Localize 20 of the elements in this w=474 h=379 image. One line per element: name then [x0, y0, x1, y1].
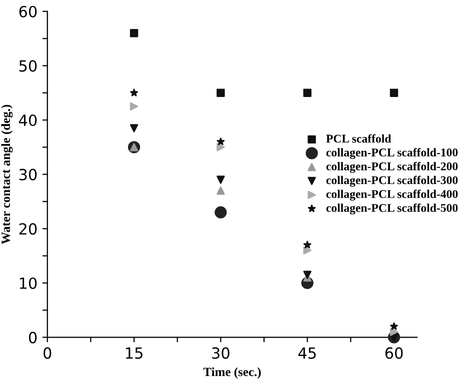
x-tick-label: 45: [298, 348, 316, 359]
legend-label: collagen-PCL scaffold-200: [326, 162, 458, 173]
legend-label: collagen-PCL scaffold-500: [326, 203, 458, 214]
legend-label: collagen-PCL scaffold-300: [326, 176, 458, 187]
y-tick-label: 10: [20, 277, 37, 290]
y-tick-label: 20: [19, 223, 37, 235]
x-tick-label: 30: [212, 347, 230, 359]
y-tick-label: 50: [19, 60, 37, 72]
legend-label: collagen-PCL scaffold-100: [326, 148, 458, 159]
x-tick-label: 60: [385, 347, 403, 359]
x-tick-label: 15: [126, 348, 142, 359]
y-tick-label: 40: [18, 114, 37, 126]
y-tick-label: 30: [19, 168, 37, 180]
legend-label: collagen-PCL scaffold-400: [326, 190, 458, 201]
x-axis-title: Time (sec.): [203, 367, 261, 379]
y-tick-label: 60: [19, 6, 37, 18]
legend-label: PCL scaffold: [326, 134, 392, 143]
y-axis-title: Water contact angle (deg.): [1, 104, 13, 244]
y-tick-label: 0: [28, 332, 37, 344]
x-tick-label: 0: [44, 347, 52, 359]
